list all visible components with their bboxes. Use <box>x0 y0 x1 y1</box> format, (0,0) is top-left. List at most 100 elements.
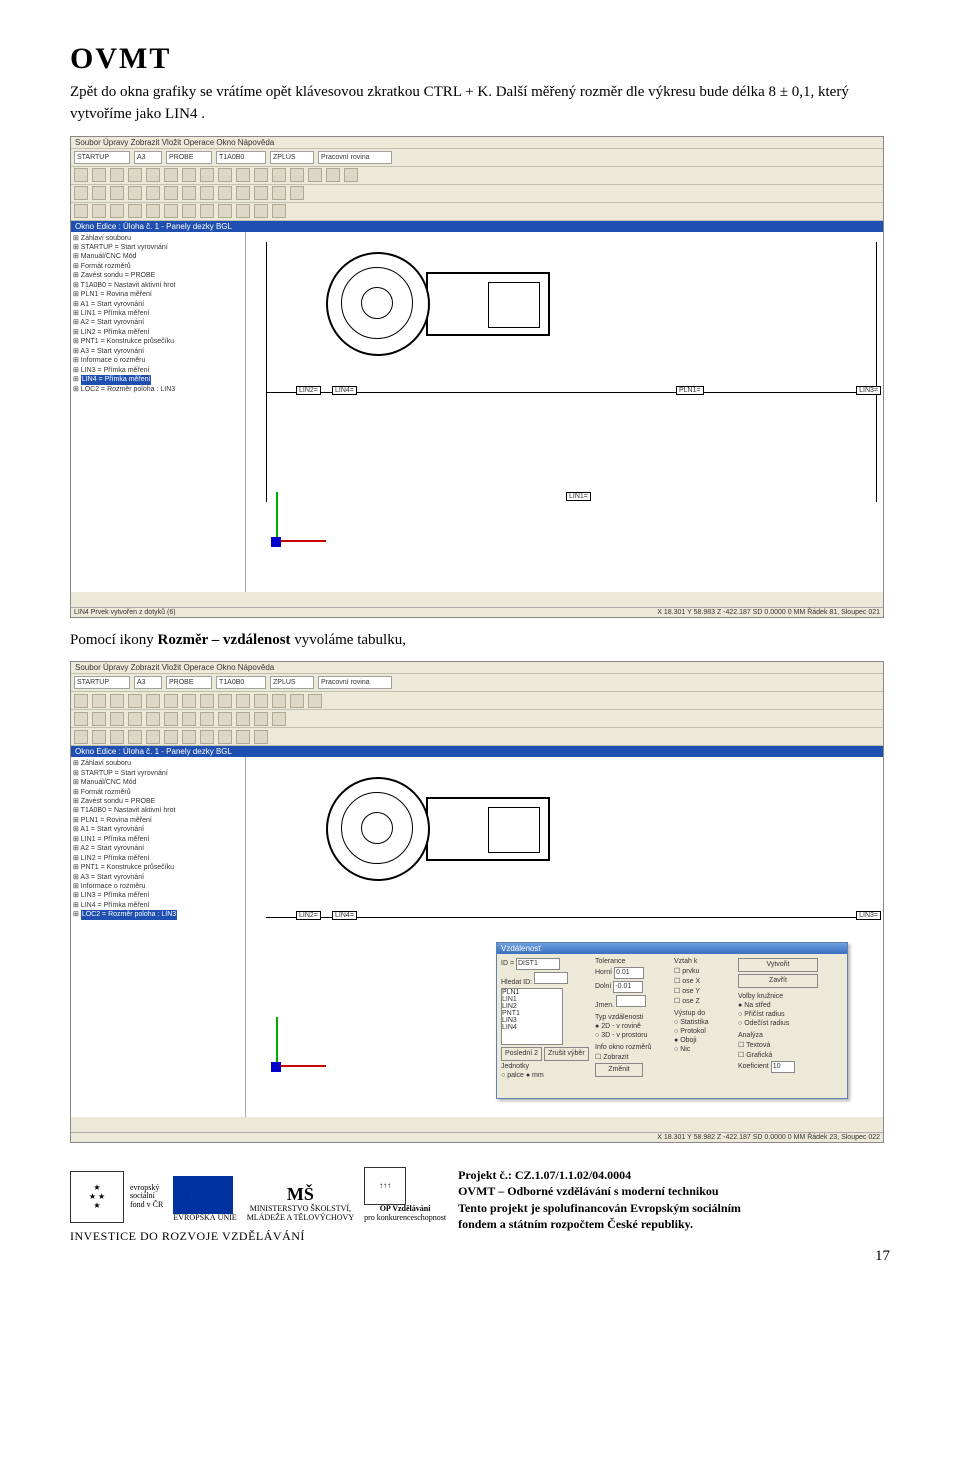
tree-item[interactable]: ⊞ T1A0B0 = Nastavit aktivní hrot <box>73 281 243 290</box>
tb-icon[interactable] <box>218 186 232 200</box>
tb-icon[interactable] <box>272 694 286 708</box>
tree-item[interactable]: ⊞ T1A0B0 = Nastavit aktivní hrot <box>73 806 243 815</box>
canvas-3d[interactable]: LIN2= LIN4= LIN3= LIN1= Vzdálenost ID = … <box>246 757 883 1117</box>
tb-icon[interactable] <box>164 186 178 200</box>
tb-icon[interactable] <box>254 694 268 708</box>
chk-osex[interactable]: ose X <box>682 978 700 985</box>
tb-icon[interactable] <box>110 186 124 200</box>
tree-item[interactable]: ⊞ A3 = Start vyrovnání <box>73 873 243 882</box>
radio-statistika[interactable]: Statistika <box>680 1019 708 1026</box>
tb-rovina[interactable]: Pracovní rovina <box>318 151 392 164</box>
radio-3d[interactable]: 3D - v prostoru <box>601 1032 647 1039</box>
tb-icon[interactable] <box>272 712 286 726</box>
tb-icon[interactable] <box>74 204 88 218</box>
btn-zmenit[interactable]: Změnit <box>595 1063 643 1077</box>
tree-item[interactable]: ⊞ A2 = Start vyrovnání <box>73 318 243 327</box>
radio-odecist[interactable]: Odečíst radius <box>744 1020 789 1027</box>
tb-probe[interactable]: PROBE <box>166 151 212 164</box>
tree-item[interactable]: ⊞ PNT1 = Konstrukce průsečíku <box>73 337 243 346</box>
tree-item[interactable]: ⊞ STARTUP = Start vyrovnání <box>73 243 243 252</box>
tb-icon[interactable] <box>254 730 268 744</box>
tb-icon[interactable] <box>308 168 322 182</box>
tb-icon[interactable] <box>146 186 160 200</box>
dolni-field[interactable]: -0.01 <box>613 981 643 993</box>
tb-icon[interactable] <box>236 712 250 726</box>
jmen-field[interactable] <box>616 995 646 1007</box>
tb-icon[interactable] <box>146 730 160 744</box>
chk-zobrazit[interactable]: Zobrazit <box>603 1054 628 1061</box>
tb-icon[interactable] <box>110 712 124 726</box>
horni-field[interactable]: 0.01 <box>614 967 644 979</box>
program-tree[interactable]: ⊞ Záhlaví souboru⊞ STARTUP = Start vyrov… <box>71 232 246 592</box>
radio-mm[interactable]: mm <box>532 1072 544 1079</box>
tb-icon[interactable] <box>92 694 106 708</box>
tb-icon[interactable] <box>164 730 178 744</box>
chk-prvku[interactable]: prvku <box>682 968 699 975</box>
radio-2d[interactable]: 2D - v rovině <box>601 1023 641 1030</box>
tb-icon[interactable] <box>128 694 142 708</box>
tb-icon[interactable] <box>74 712 88 726</box>
tb-icon[interactable] <box>218 730 232 744</box>
tb-icon[interactable] <box>254 186 268 200</box>
tb-rovina[interactable]: Pracovní rovina <box>318 676 392 689</box>
tb-a3[interactable]: A3 <box>134 151 162 164</box>
tb-icon[interactable] <box>272 204 286 218</box>
tree-item[interactable]: ⊞ Záhlaví souboru <box>73 234 243 243</box>
koef-field[interactable]: 10 <box>771 1061 795 1073</box>
tb-icon[interactable] <box>92 168 106 182</box>
tree-item[interactable]: ⊞ LIN3 = Přímka měření <box>73 891 243 900</box>
tree-item[interactable]: ⊞ STARTUP = Start vyrovnání <box>73 769 243 778</box>
tb-icon[interactable] <box>200 186 214 200</box>
list-item[interactable]: PNT1 <box>502 1010 562 1017</box>
tb-icon[interactable] <box>110 730 124 744</box>
btn-posledni2[interactable]: Poslední 2 <box>501 1047 542 1061</box>
canvas-3d[interactable]: LIN2= LIN4= PLN1= LIN3= LIN1= <box>246 232 883 592</box>
tree-item[interactable]: ⊞ LIN4 = Přímka měření <box>73 901 243 910</box>
tree-item[interactable]: ⊞ Zavést sondu = PROBE <box>73 271 243 280</box>
tree-item[interactable]: ⊞ Informace o rozměru <box>73 356 243 365</box>
tb-icon[interactable] <box>164 204 178 218</box>
tb-icon[interactable] <box>128 168 142 182</box>
tb-icon[interactable] <box>128 730 142 744</box>
tree-item[interactable]: ⊞ LIN1 = Přímka měření <box>73 835 243 844</box>
tb-icon[interactable] <box>146 712 160 726</box>
tb-icon[interactable] <box>128 186 142 200</box>
tb-icon[interactable] <box>164 168 178 182</box>
tb-icon[interactable] <box>146 694 160 708</box>
tb-icon[interactable] <box>182 186 196 200</box>
id-field[interactable]: DIST1 <box>516 958 560 970</box>
radio-pricist[interactable]: Přičíst radius <box>744 1011 784 1018</box>
tb-icon[interactable] <box>164 712 178 726</box>
tb-icon[interactable] <box>164 694 178 708</box>
tb-icon[interactable] <box>128 204 142 218</box>
tb-icon[interactable] <box>92 712 106 726</box>
btn-zavrit[interactable]: Zavřít <box>738 974 818 988</box>
tb-icon[interactable] <box>92 204 106 218</box>
tree-item[interactable]: ⊞ LIN1 = Přímka měření <box>73 309 243 318</box>
tb-icon[interactable] <box>272 168 286 182</box>
tree-item[interactable]: ⊞ Manuál/CNC Mód <box>73 252 243 261</box>
tree-item[interactable]: ⊞ PLN1 = Rovina měření <box>73 816 243 825</box>
chk-osez[interactable]: ose Z <box>682 998 700 1005</box>
tb-icon[interactable] <box>290 186 304 200</box>
chk-osey[interactable]: ose Y <box>682 988 700 995</box>
tb-icon[interactable] <box>182 694 196 708</box>
tb-icon[interactable] <box>92 730 106 744</box>
tree-item[interactable]: ⊞ PLN1 = Rovina měření <box>73 290 243 299</box>
tb-icon[interactable] <box>146 168 160 182</box>
tree-item[interactable]: ⊞ PNT1 = Konstrukce průsečíku <box>73 863 243 872</box>
tree-item[interactable]: ⊞ LOC2 = Rozměr poloha : LIN3 <box>73 910 243 919</box>
feature-list[interactable]: PLN1LIN1LIN2PNT1LIN3LIN4 <box>501 988 563 1045</box>
tb-icon[interactable] <box>326 168 340 182</box>
list-item[interactable]: LIN2 <box>502 1003 562 1010</box>
tb-icon[interactable] <box>254 712 268 726</box>
tb-probe[interactable]: PROBE <box>166 676 212 689</box>
chk-textova[interactable]: Textová <box>746 1042 770 1049</box>
tree-item[interactable]: ⊞ A2 = Start vyrovnání <box>73 844 243 853</box>
tb-icon[interactable] <box>146 204 160 218</box>
tb-icon[interactable] <box>110 168 124 182</box>
tb-zplus[interactable]: ZPLUS <box>270 151 314 164</box>
tree-item[interactable]: ⊞ Zavést sondu = PROBE <box>73 797 243 806</box>
tb-icon[interactable] <box>74 186 88 200</box>
tb-icon[interactable] <box>200 712 214 726</box>
